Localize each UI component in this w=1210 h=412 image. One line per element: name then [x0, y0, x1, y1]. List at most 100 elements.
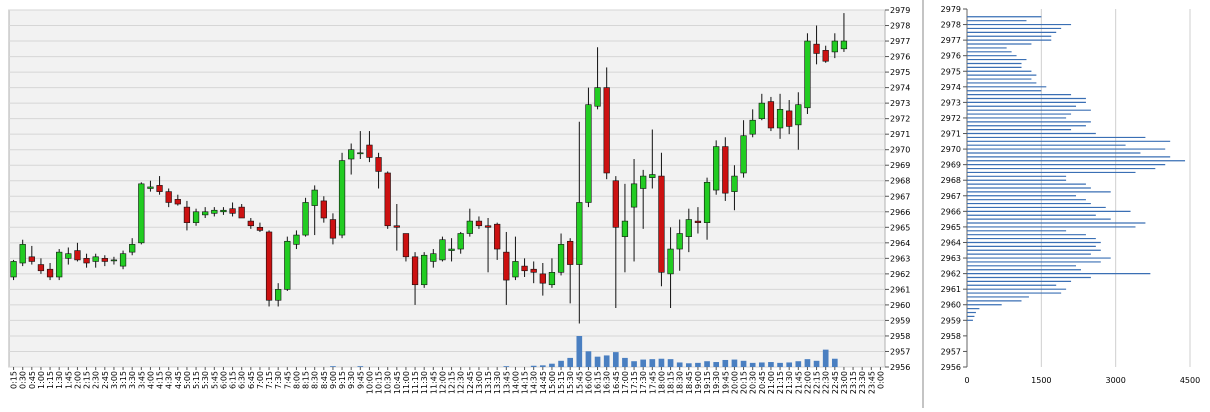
volume-bar	[549, 363, 555, 367]
time-tick-label: 2:00	[73, 371, 82, 389]
price-tick-label: 2961	[890, 285, 910, 294]
time-tick-label: 15:45	[575, 371, 584, 394]
candle-up	[129, 244, 136, 253]
time-tick-label: 18:15	[667, 371, 676, 394]
profile-y-tick-label: 2965	[941, 223, 961, 232]
profile-y-tick-label: 2972	[941, 114, 961, 123]
time-tick-label: 7:45	[283, 371, 292, 389]
candle-up	[448, 248, 455, 251]
profile-y-tick-label: 2959	[941, 316, 961, 325]
time-tick-label: 16:15	[594, 371, 603, 394]
candle-up	[804, 40, 811, 109]
candle-up	[795, 104, 802, 126]
candle-up	[621, 220, 629, 237]
candle-down	[484, 225, 492, 228]
candle-down	[475, 220, 483, 227]
time-tick-label: 8:15	[302, 371, 311, 389]
time-tick-label: 17:45	[648, 371, 657, 394]
candle-down	[822, 50, 829, 62]
price-tick-label: 2963	[890, 254, 910, 263]
volume-bar	[731, 359, 738, 367]
candle-down	[539, 273, 546, 284]
price-tick-label: 2959	[890, 316, 910, 325]
candle-up	[466, 220, 473, 234]
time-tick-label: 15:00	[548, 371, 557, 394]
price-tick-label: 2960	[890, 301, 910, 310]
volume-bar	[539, 365, 546, 367]
candle-down	[320, 200, 327, 219]
price-tick-label: 2971	[890, 130, 910, 139]
time-tick-label: 20:45	[758, 371, 767, 394]
volume-bar	[795, 361, 802, 367]
time-tick-label: 20:15	[740, 371, 749, 394]
candle-up	[840, 40, 848, 50]
profile-y-tick-label: 2969	[941, 161, 961, 170]
candle-up	[676, 233, 683, 250]
candle-up	[831, 40, 838, 53]
profile-y-tick-label: 2964	[941, 238, 961, 247]
profile-x-tick-label: 1500	[1031, 376, 1051, 385]
profile-x-tick-label: 0	[964, 376, 969, 385]
time-tick-label: 8:45	[320, 371, 329, 389]
time-tick-label: 6:45	[247, 371, 256, 389]
time-tick-label: 17:30	[639, 371, 648, 394]
volume-bar	[777, 362, 783, 367]
profile-x-tick-label: 4500	[1180, 376, 1200, 385]
time-tick-label: 12:45	[466, 371, 475, 394]
time-tick-label: 13:00	[475, 371, 484, 394]
time-tick-label: 23:00	[840, 371, 849, 394]
volume-bar	[649, 359, 656, 367]
price-tick-label: 2957	[890, 347, 910, 356]
volume-bar	[676, 362, 683, 367]
profile-y-tick-label: 2961	[941, 285, 961, 294]
candle-up	[576, 202, 583, 265]
time-tick-label: 10:30	[384, 371, 393, 394]
time-tick-label: 17:15	[630, 371, 639, 394]
time-tick-label: 13:45	[502, 371, 511, 394]
volume-bar	[758, 362, 765, 367]
time-tick-label: 1:15	[46, 371, 55, 389]
time-tick-label: 1:45	[64, 371, 73, 389]
volume-bar	[503, 366, 510, 367]
volume-bar	[594, 356, 601, 367]
time-tick-label: 16:30	[603, 371, 612, 394]
candle-up	[92, 256, 99, 262]
time-tick-label: 3:30	[128, 371, 137, 389]
time-tick-label: 0:45	[28, 371, 37, 389]
time-tick-label: 15:15	[557, 371, 566, 394]
profile-y-tick-label: 2968	[941, 176, 961, 185]
time-tick-label: 8:00	[292, 371, 301, 389]
price-tick-label: 2974	[890, 84, 910, 93]
candle-down	[530, 268, 537, 273]
price-tick-label: 2975	[890, 68, 910, 77]
time-tick-label: 22:00	[803, 371, 812, 394]
candle-down	[567, 240, 574, 265]
price-tick-label: 2976	[890, 53, 910, 62]
candle-down	[229, 208, 236, 214]
candle-up	[311, 189, 318, 206]
time-tick-label: 19:15	[703, 371, 712, 394]
time-tick-label: 9:00	[329, 371, 338, 389]
time-tick-label: 9:45	[356, 371, 365, 389]
candle-up	[749, 119, 756, 135]
profile-y-tick-label: 2975	[941, 67, 961, 76]
time-tick-label: 19:45	[721, 371, 730, 394]
profile-y-tick-label: 2970	[941, 145, 961, 154]
candle-down	[658, 175, 665, 273]
volume-bar	[622, 357, 628, 367]
time-tick-label: 12:00	[438, 371, 447, 394]
time-tick-label: 4:45	[174, 371, 183, 389]
time-tick-label: 3:15	[119, 371, 128, 389]
candle-up	[357, 152, 364, 155]
time-tick-label: 6:15	[229, 371, 238, 389]
candle-down	[694, 220, 702, 223]
time-tick-label: 21:00	[767, 371, 776, 394]
candle-up	[119, 253, 127, 267]
volume-bar	[822, 349, 829, 367]
time-tick-label: 3:00	[110, 371, 119, 389]
candle-up	[667, 248, 674, 275]
time-tick-label: 10:00	[365, 371, 374, 394]
profile-y-tick-label: 2957	[941, 347, 961, 356]
candle-down	[366, 144, 373, 158]
